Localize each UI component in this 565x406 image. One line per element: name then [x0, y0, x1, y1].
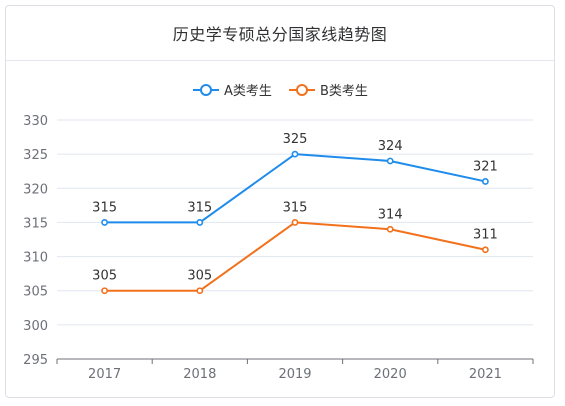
- data-point[interactable]: [196, 287, 204, 295]
- card-header: 历史学专硕总分国家线趋势图: [6, 6, 554, 61]
- legend-marker-icon: [296, 84, 308, 96]
- data-label: 324: [378, 139, 403, 154]
- data-label: 321: [473, 159, 498, 174]
- chart-card: 历史学专硕总分国家线趋势图: [5, 5, 555, 398]
- y-tick-label: 295: [23, 353, 48, 368]
- series-b: 305 305 315 314 311: [92, 200, 498, 295]
- x-tick-label: 2020: [374, 367, 407, 382]
- chart-title: 历史学专硕总分国家线趋势图: [172, 25, 388, 44]
- x-tick-label: 2019: [278, 367, 311, 382]
- y-tick-label: 330: [23, 114, 48, 129]
- x-tick-label: 2018: [183, 367, 216, 382]
- data-point[interactable]: [101, 219, 108, 226]
- data-point[interactable]: [196, 219, 204, 226]
- data-point[interactable]: [291, 150, 299, 158]
- data-point[interactable]: [481, 246, 489, 254]
- legend-label: B类考生: [320, 84, 368, 99]
- data-label: 305: [187, 269, 212, 284]
- legend: A类考生 B类考生: [193, 84, 368, 99]
- data-label: 305: [92, 269, 117, 284]
- x-tick-label: 2021: [469, 367, 502, 382]
- y-tick-label: 300: [23, 319, 48, 334]
- y-tick-label: 325: [23, 148, 48, 163]
- legend-item-b[interactable]: B类考生: [289, 84, 368, 99]
- legend-marker-icon: [200, 84, 212, 96]
- data-point[interactable]: [101, 287, 108, 295]
- data-label: 315: [92, 200, 117, 215]
- legend-item-a[interactable]: A类考生: [193, 84, 272, 99]
- y-tick-label: 320: [23, 182, 48, 197]
- legend-label: A类考生: [224, 84, 272, 99]
- series-layer: 315 315 325 324 321 305 305 315 314 311: [92, 132, 498, 295]
- x-tick-label: 2017: [88, 367, 121, 382]
- data-point[interactable]: [481, 178, 489, 185]
- data-label: 315: [283, 200, 308, 215]
- data-point[interactable]: [386, 225, 394, 233]
- series-a: 315 315 325 324 321: [92, 132, 498, 226]
- data-point[interactable]: [386, 157, 394, 165]
- y-tick-label: 315: [23, 216, 48, 231]
- data-label: 311: [473, 228, 498, 243]
- data-point[interactable]: [291, 219, 299, 226]
- y-tick-label: 305: [23, 285, 48, 300]
- data-label: 325: [283, 132, 308, 147]
- axis-layer: 295 300 305 310 315 320 325 330 2017 2018 2019 2020…: [23, 114, 534, 382]
- data-label: 315: [187, 200, 212, 215]
- y-tick-label: 310: [23, 251, 48, 266]
- data-label: 314: [378, 207, 403, 222]
